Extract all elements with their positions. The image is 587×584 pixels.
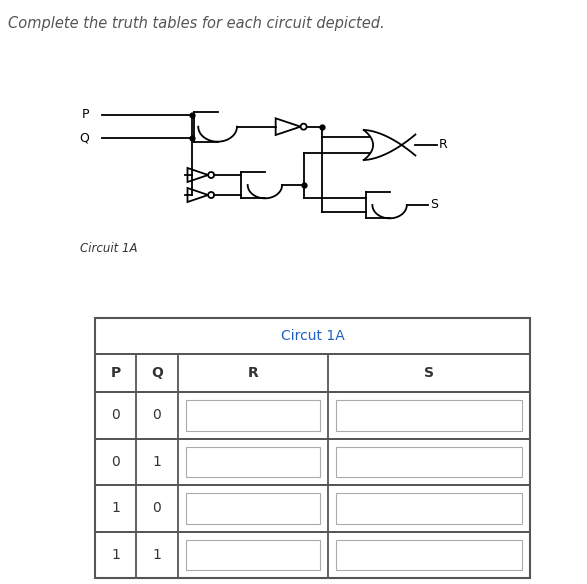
Text: 1: 1	[153, 455, 161, 469]
Bar	[185, 400, 320, 430]
Bar	[95, 531, 530, 578]
Text: Circuit 1A: Circuit 1A	[80, 242, 137, 255]
Text: 0: 0	[153, 501, 161, 515]
Bar	[336, 493, 522, 523]
Text: 1: 1	[111, 501, 120, 515]
Text: R: R	[247, 366, 258, 380]
Bar	[95, 318, 530, 578]
Text: 1: 1	[153, 548, 161, 562]
Bar	[336, 400, 522, 430]
Bar	[336, 540, 522, 570]
Text: 0: 0	[112, 455, 120, 469]
Bar	[95, 318, 530, 354]
Text: P: P	[110, 366, 121, 380]
Bar	[185, 447, 320, 477]
Bar	[95, 439, 530, 485]
Text: Complete the truth tables for each circuit depicted.: Complete the truth tables for each circu…	[8, 16, 384, 31]
Circle shape	[301, 124, 306, 130]
Text: 0: 0	[153, 408, 161, 422]
Text: S: S	[430, 199, 438, 211]
Circle shape	[208, 192, 214, 198]
Bar	[336, 447, 522, 477]
Bar	[185, 493, 320, 523]
Text: P: P	[82, 109, 89, 121]
Text: Circut 1A: Circut 1A	[281, 329, 345, 343]
Text: R: R	[439, 138, 448, 151]
Text: 0: 0	[112, 408, 120, 422]
Text: Q: Q	[80, 132, 89, 145]
Bar	[95, 392, 530, 439]
Text: Q: Q	[151, 366, 163, 380]
Bar	[95, 354, 530, 392]
Bar	[185, 540, 320, 570]
Circle shape	[208, 172, 214, 178]
Text: S: S	[424, 366, 434, 380]
Bar	[95, 485, 530, 531]
Text: 1: 1	[111, 548, 120, 562]
